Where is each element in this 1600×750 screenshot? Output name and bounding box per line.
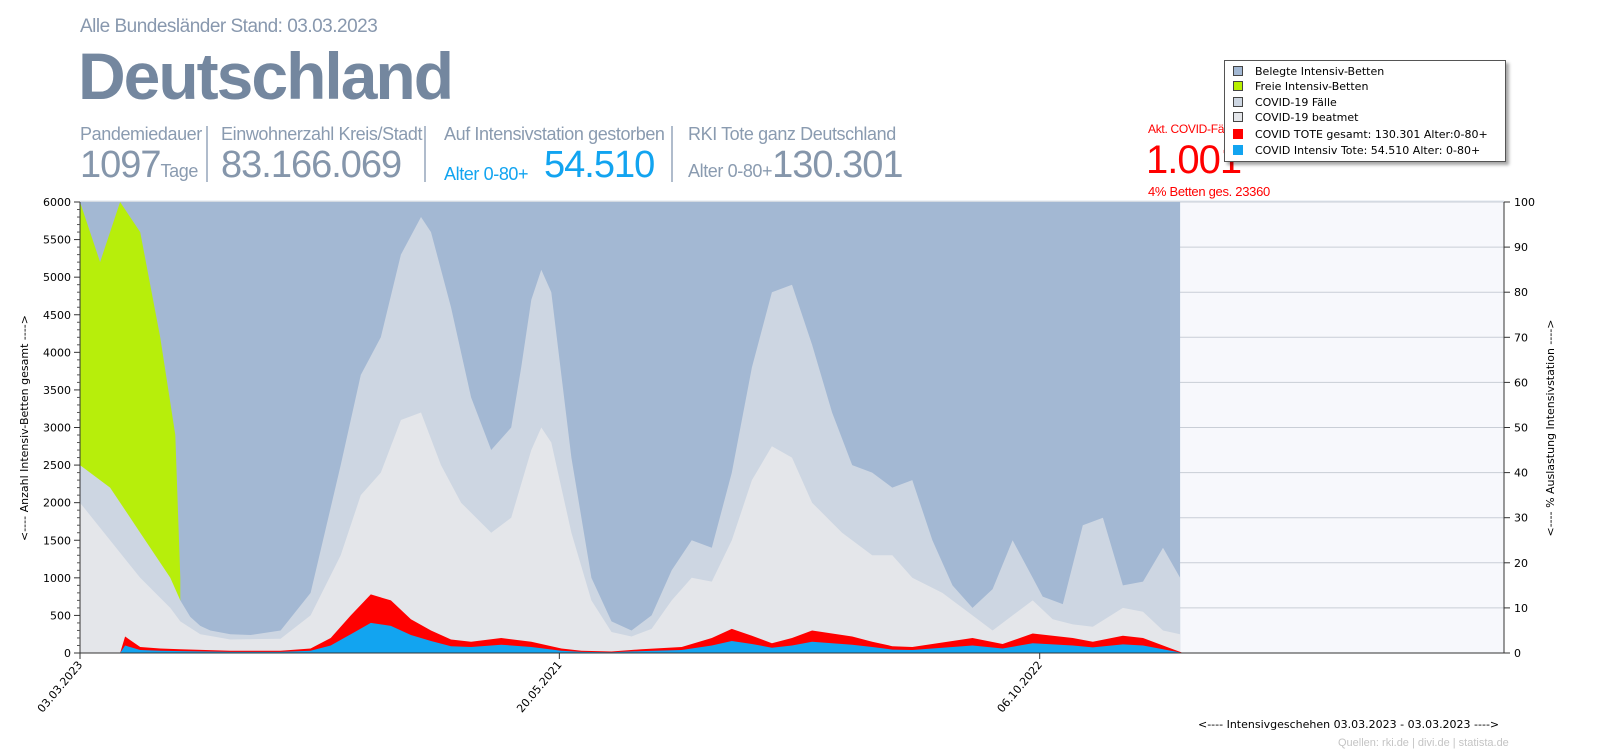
current-cases-share: 4% Betten ges. 23360 <box>1148 184 1270 199</box>
y-tick-label: 2000 <box>43 497 71 510</box>
legend: Belegte Intensiv-Betten Freie Intensiv-B… <box>1224 60 1506 162</box>
x-tick-label: 03.03.2023 <box>35 659 85 716</box>
legend-label: Freie Intensiv-Betten <box>1255 79 1369 93</box>
legend-item-deaths: COVID TOTE gesamt: 130.301 Alter:0-80+ <box>1233 127 1488 141</box>
y-tick-label: 500 <box>50 609 71 622</box>
legend-swatch <box>1233 66 1243 76</box>
y2-tick-label: 20 <box>1514 557 1528 570</box>
legend-label: COVID TOTE gesamt: 130.301 Alter:0-80+ <box>1255 127 1488 141</box>
legend-item-ventilated: COVID-19 beatmet <box>1233 110 1358 124</box>
legend-label: Belegte Intensiv-Betten <box>1255 64 1385 78</box>
y2-tick-label: 60 <box>1514 376 1528 389</box>
x-range-label: <---- Intensivgeschehen 03.03.2023 - 03.… <box>1198 718 1500 731</box>
stat-icu-deaths-value: 54.510 <box>544 144 655 186</box>
x-tick-label: 06.10.2022 <box>995 659 1045 716</box>
y-axis-left-ticks: 0 500 1000 1500 2000 2500 3000 3500 4000 4500 5000… <box>43 196 80 660</box>
legend-label: COVID-19 beatmet <box>1255 110 1359 124</box>
y-tick-label: 3500 <box>43 384 71 397</box>
y2-tick-label: 0 <box>1514 647 1521 660</box>
y-tick-label: 2500 <box>43 459 71 472</box>
stat-duration-value: 1097 <box>80 144 162 186</box>
stat-rki-deaths-label: RKI Tote ganz Deutschland <box>688 124 896 144</box>
sources-credit: Quellen: rki.de | divi.de | statista.de <box>1338 737 1509 749</box>
y2-tick-label: 10 <box>1514 602 1528 615</box>
y-tick-label: 1500 <box>43 534 71 547</box>
series-icu-deaths-area <box>80 622 1184 653</box>
y-axis-right-label: <---- % Auslastung Intensivstation ----> <box>1544 319 1557 536</box>
stat-population-label: Einwohnerzahl Kreis/Stadt <box>221 124 423 144</box>
legend-item-covid: COVID-19 Fälle <box>1233 95 1337 109</box>
series-ventilated-area <box>80 412 1181 653</box>
legend-item-free: Freie Intensiv-Betten <box>1233 79 1368 93</box>
chart-subtitle: Alle Bundesländer Stand: 03.03.2023 <box>80 16 378 37</box>
stat-icu-deaths-label: Auf Intensivstation gestorben <box>444 124 665 144</box>
y-tick-label: 1000 <box>43 572 71 585</box>
y-tick-label: 4000 <box>43 346 71 359</box>
y-tick-label: 0 <box>64 647 71 660</box>
stat-separator <box>206 126 208 182</box>
stat-rki-deaths-age: Alter 0-80+ <box>688 161 773 181</box>
y2-tick-label: 30 <box>1514 512 1528 525</box>
legend-swatch <box>1233 97 1243 107</box>
y-tick-label: 3000 <box>43 422 71 435</box>
stat-icu-deaths-age: Alter 0-80+ <box>444 164 529 184</box>
legend-swatch <box>1233 145 1243 155</box>
legend-label: COVID Intensiv Tote: 54.510 Alter: 0-80+ <box>1255 143 1481 157</box>
y-tick-label: 5000 <box>43 271 71 284</box>
x-tick-label: 20.05.2021 <box>514 659 564 716</box>
y-tick-label: 6000 <box>43 196 71 209</box>
stat-separator <box>424 126 426 182</box>
x-axis-ticks: 03.03.2023 20.05.2021 06.10.2022 <box>35 653 1045 715</box>
y-tick-label: 5500 <box>43 234 71 247</box>
legend-item-occupied: Belegte Intensiv-Betten <box>1233 64 1384 78</box>
legend-swatch <box>1233 129 1243 139</box>
y2-tick-label: 50 <box>1514 422 1528 435</box>
y-tick-label: 4500 <box>43 309 71 322</box>
y2-tick-label: 40 <box>1514 467 1528 480</box>
legend-item-icu-deaths: COVID Intensiv Tote: 54.510 Alter: 0-80+ <box>1233 143 1480 157</box>
legend-label: COVID-19 Fälle <box>1255 95 1337 109</box>
y2-tick-label: 80 <box>1514 286 1528 299</box>
current-cases-label: Akt. COVID-Fälle <box>1148 122 1236 136</box>
y-axis-left-label: <---- Anzahl Intensiv-Betten gesamt ----… <box>18 315 31 541</box>
stat-duration-label: Pandemiedauer <box>80 124 202 144</box>
stat-population-value: 83.166.069 <box>221 144 402 186</box>
legend-swatch <box>1233 81 1243 91</box>
y2-tick-label: 70 <box>1514 331 1528 344</box>
legend-swatch <box>1233 112 1243 122</box>
y2-tick-label: 100 <box>1514 196 1535 209</box>
y2-tick-label: 90 <box>1514 241 1528 254</box>
stat-duration-unit: Tage <box>160 161 199 181</box>
chart-title: Deutschland <box>78 39 454 113</box>
stat-separator <box>671 126 673 182</box>
y-axis-right-ticks: 0 10 20 30 40 50 60 70 80 90 100 <box>1504 196 1535 660</box>
stat-rki-deaths-value: 130.301 <box>772 144 903 186</box>
